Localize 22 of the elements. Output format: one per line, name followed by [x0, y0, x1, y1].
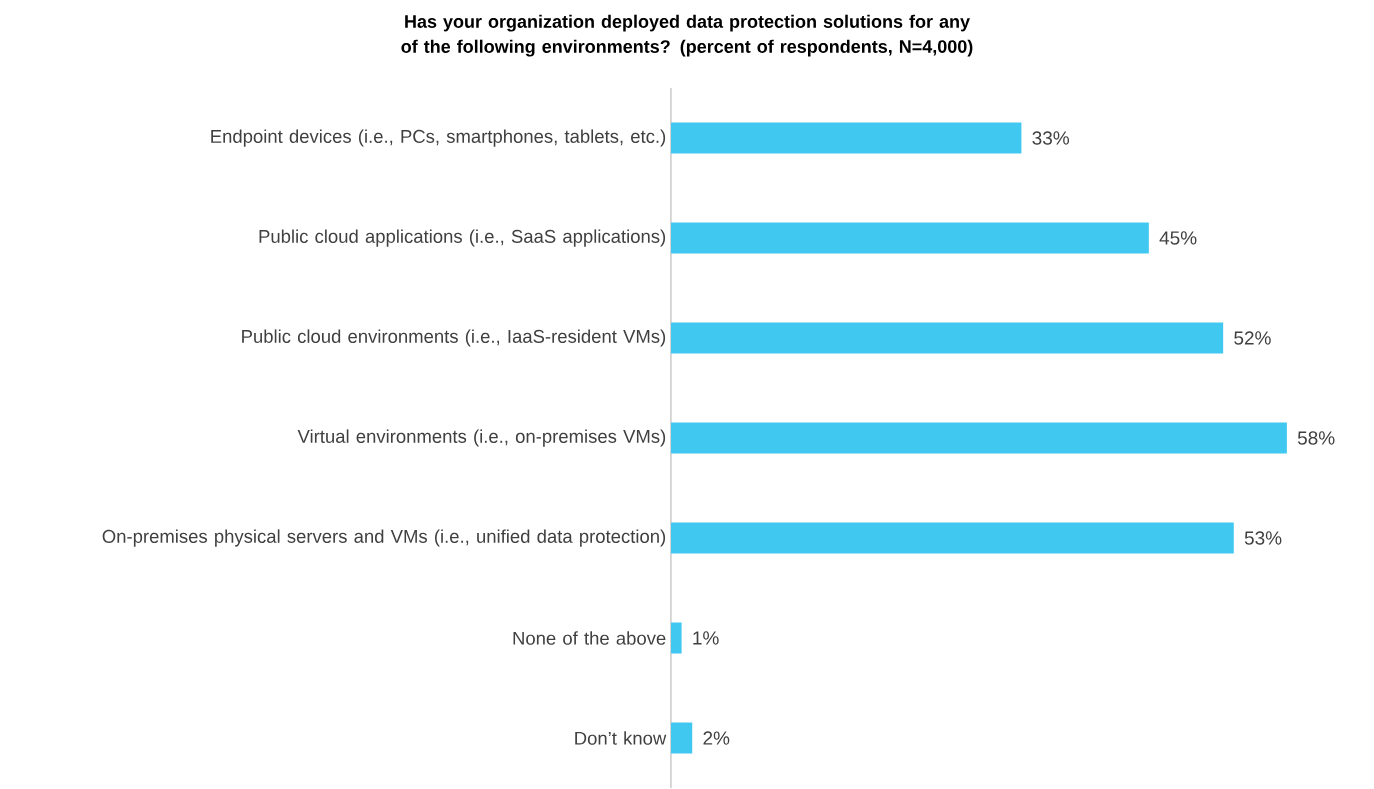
bar [671, 622, 682, 654]
bar [671, 422, 1287, 454]
y-tick-label: None of the above [513, 631, 666, 645]
data-label: 58% [1297, 431, 1335, 445]
y-tick-label: Endpoint devices (i.e., PCs, smartphones, tablets, etc.) [211, 129, 666, 147]
y-tick-label: Public cloud environments (i.e., IaaS-resident VMs) [242, 329, 666, 347]
y-tick-label: On-premises physical servers and VMs (i.e., unified data protection) [102, 529, 666, 547]
data-label: 2% [703, 731, 730, 745]
bar [671, 122, 1022, 154]
bar [671, 222, 1149, 254]
bar [671, 322, 1224, 354]
data-label: 1% [693, 631, 719, 645]
y-tick-label: Don’t know [575, 731, 667, 745]
y-tick-label: Public cloud applications (i.e., SaaS applications) [259, 229, 666, 247]
data-label: 45% [1159, 231, 1197, 245]
chart-title: Has your organization deployed data protection solutions for any of the following environments? (percent of respondents, N=4,000) [401, 14, 973, 57]
data-label: 52% [1234, 331, 1271, 345]
bar [671, 522, 1234, 554]
y-tick-label: Virtual environments (i.e., on-premises VMs) [297, 429, 666, 447]
data-label: 53% [1244, 531, 1282, 545]
bar [671, 722, 693, 754]
data-label: 33% [1032, 131, 1070, 145]
